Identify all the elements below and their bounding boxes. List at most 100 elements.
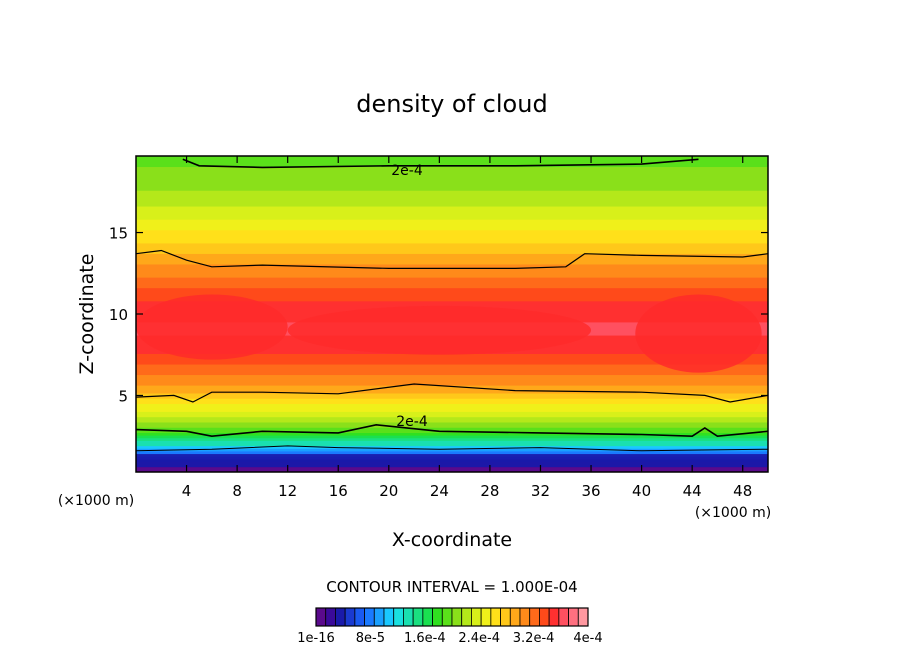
colorbar-frame [315, 607, 589, 627]
density-band [136, 187, 768, 191]
density-band [136, 366, 768, 370]
density-band [136, 260, 768, 265]
density-band [136, 363, 768, 368]
density-band [136, 432, 768, 436]
density-band [136, 245, 768, 249]
density-band [136, 160, 768, 165]
colorbar-label: 2.4e-4 [458, 631, 500, 646]
x-unit-label-left: (×1000 m) [58, 493, 134, 509]
x-tick-label: 8 [232, 482, 242, 500]
colorbar-swatch [500, 607, 511, 627]
chart-title: density of cloud [356, 90, 547, 118]
colorbar-swatch [519, 607, 531, 627]
contour-line-base [136, 423, 768, 438]
density-band [136, 374, 768, 378]
density-band [136, 439, 768, 444]
density-band [136, 284, 768, 289]
colorbar-swatch [344, 607, 356, 627]
density-band [136, 466, 768, 470]
x-tick-label: 40 [632, 482, 651, 500]
x-tick-label: 36 [581, 482, 600, 500]
density-band [136, 158, 768, 162]
colorbar-swatch [354, 607, 365, 627]
density-band [136, 418, 768, 423]
x-tick-label: 32 [531, 482, 550, 500]
colorbar-swatch [335, 607, 346, 627]
density-band [136, 202, 768, 207]
density-band [136, 289, 768, 294]
density-band [136, 268, 768, 273]
density-band [136, 216, 768, 220]
density-band [136, 271, 768, 275]
colorbar-swatch [490, 607, 501, 627]
density-band [136, 173, 768, 178]
colorbar-swatch [548, 607, 560, 627]
density-band [136, 281, 768, 286]
y-tick-label: 10 [109, 306, 128, 324]
density-core [136, 294, 288, 360]
density-band [136, 395, 768, 399]
density-band [136, 387, 768, 391]
density-band [136, 445, 768, 449]
density-band [136, 287, 768, 291]
density-band [136, 205, 768, 210]
contour-line-bottom [136, 445, 768, 452]
colorbar-swatch [441, 607, 453, 627]
colorbar-swatch [315, 607, 327, 627]
y-axis-label: Z-coordinate [76, 254, 98, 375]
colorbar-label: 8e-5 [356, 631, 385, 646]
colorbar-swatch [509, 607, 521, 627]
density-band [136, 192, 768, 196]
contour-interval-text: CONTOUR INTERVAL = 1.000E-04 [326, 578, 577, 596]
density-band [136, 353, 768, 357]
contour-line-lower [136, 383, 768, 403]
colorbar-swatch [529, 607, 540, 627]
contour-line-top [182, 158, 699, 169]
density-band [136, 403, 768, 407]
density-band [136, 295, 768, 299]
density-band [136, 400, 768, 405]
density-band [136, 234, 768, 239]
density-band [136, 405, 768, 410]
density-band [136, 297, 768, 302]
density-band [136, 360, 768, 365]
colorbar-labels: 1e-16 8e-5 1.6e-4 2.4e-4 3.2e-4 4e-4 [297, 631, 602, 646]
density-band [136, 279, 768, 283]
density-band [136, 300, 768, 304]
density-band [136, 229, 768, 233]
x-tick-label: 48 [733, 482, 752, 500]
density-band [136, 397, 768, 402]
density-band [136, 355, 768, 360]
density-band [136, 437, 768, 441]
contour-label-lower: 2e-4 [396, 414, 428, 430]
colorbar-swatch [412, 607, 424, 627]
density-band [136, 171, 768, 175]
density-base-strip [136, 454, 768, 468]
density-band [136, 424, 768, 428]
color-blobs [136, 294, 768, 468]
density-band [136, 210, 768, 215]
density-band [136, 379, 768, 383]
density-band [136, 221, 768, 225]
density-band [136, 176, 768, 181]
density-band [136, 392, 768, 397]
density-band [136, 250, 768, 254]
colorbar-label: 1e-16 [297, 631, 335, 646]
colorbar-swatch [393, 607, 404, 627]
density-band [136, 197, 768, 202]
contour-label-top: 2e-4 [391, 163, 423, 179]
colorbar-swatch [373, 607, 385, 627]
density-band [136, 166, 768, 170]
density-band [136, 223, 768, 228]
density-band [136, 442, 768, 447]
density-core [287, 305, 592, 355]
density-band [136, 226, 768, 231]
colorbar-swatch [471, 607, 482, 627]
density-band [136, 218, 768, 223]
density-band [136, 200, 768, 204]
density-band [136, 376, 768, 381]
density-band [136, 263, 768, 268]
density-band [136, 274, 768, 278]
density-band [136, 468, 768, 472]
plot-area [136, 156, 768, 472]
